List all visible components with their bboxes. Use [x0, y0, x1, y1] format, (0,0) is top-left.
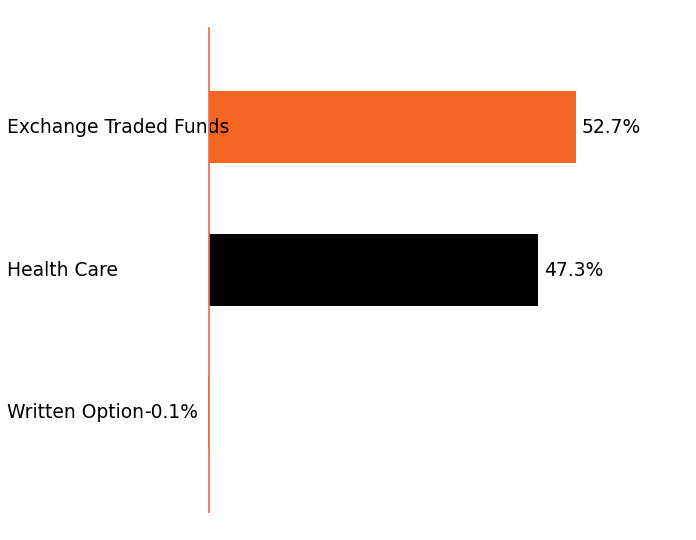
Bar	[209, 91, 576, 163]
Bar	[209, 234, 538, 306]
Text: Exchange Traded Funds: Exchange Traded Funds	[7, 118, 230, 137]
Text: 47.3%: 47.3%	[544, 260, 603, 280]
Text: -0.1%: -0.1%	[144, 403, 198, 422]
Text: Written Option: Written Option	[7, 403, 144, 422]
Text: 52.7%: 52.7%	[581, 118, 640, 137]
Bar	[208, 377, 209, 449]
Text: Health Care: Health Care	[7, 260, 118, 280]
